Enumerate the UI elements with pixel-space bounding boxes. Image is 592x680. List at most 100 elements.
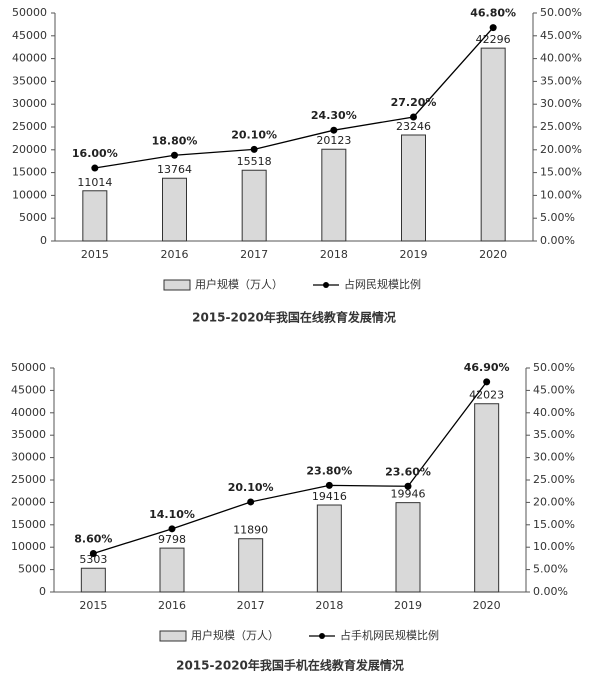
y2-tick-label: 40.00%: [540, 52, 582, 65]
chart-title: 2015-2020年我国手机在线教育发展情况: [176, 658, 404, 673]
y2-tick-label: 50.00%: [540, 6, 582, 19]
x-tick-label: 2017: [240, 248, 268, 261]
line-value-label: 20.10%: [228, 481, 274, 494]
x-tick-label: 2020: [473, 599, 501, 612]
y-tick-label: 35000: [11, 428, 46, 441]
bar-value-label: 11014: [77, 176, 112, 189]
line-value-label: 8.60%: [74, 532, 112, 545]
line-point: [404, 482, 412, 490]
y2-tick-label: 15.00%: [540, 166, 582, 179]
y-tick-label: 25000: [12, 120, 47, 133]
x-tick-label: 2016: [158, 599, 186, 612]
y-tick-label: 35000: [12, 74, 47, 87]
line-point: [330, 126, 338, 134]
line-series: [93, 381, 488, 555]
y-tick-label: 20000: [12, 143, 47, 156]
bar-value-label: 42023: [469, 389, 504, 402]
bar: [241, 169, 267, 242]
y2-tick-label: 5.00%: [540, 211, 575, 224]
line-value-label: 27.20%: [391, 96, 437, 109]
line-value-label: 23.80%: [306, 464, 352, 477]
line-value-label: 46.90%: [464, 361, 510, 374]
y-tick-label: 50000: [11, 361, 46, 374]
y-tick-label: 20000: [11, 495, 46, 508]
bar: [238, 538, 264, 593]
x-tick-label: 2018: [320, 248, 348, 261]
y2-tick-label: 10.00%: [540, 188, 582, 201]
y-tick-label: 30000: [11, 451, 46, 464]
y-tick-label: 5000: [19, 211, 47, 224]
line-point: [247, 498, 255, 506]
bar-value-label: 5303: [79, 553, 107, 566]
y2-tick-label: 0.00%: [540, 234, 575, 247]
line-point: [483, 378, 491, 386]
bar-value-label: 23246: [396, 120, 431, 133]
line-point: [325, 481, 333, 489]
line-value-label: 20.10%: [231, 128, 277, 141]
bar: [321, 148, 347, 242]
bar-value-label: 19416: [312, 490, 347, 503]
bar: [80, 567, 106, 593]
bar: [162, 177, 187, 242]
y2-tick-label: 45.00%: [540, 29, 582, 42]
chart-title: 2015-2020年我国在线教育发展情况: [192, 310, 396, 325]
bar: [82, 190, 108, 242]
y2-tick-label: 20.00%: [540, 143, 582, 156]
y-tick-label: 25000: [11, 473, 46, 486]
line-value-label: 16.00%: [72, 147, 118, 160]
x-tick-label: 2019: [394, 599, 422, 612]
y-tick-label: 50000: [12, 6, 47, 19]
bar-value-label: 42296: [476, 33, 511, 46]
legend-swatch: [163, 279, 191, 291]
y2-tick-label: 15.00%: [533, 518, 575, 531]
y-tick-label: 5000: [18, 563, 46, 576]
bar-value-label: 19946: [391, 488, 426, 501]
x-tick-label: 2015: [79, 599, 107, 612]
line-value-label: 46.80%: [470, 7, 516, 20]
legend-marker: [323, 282, 329, 288]
y2-tick-label: 30.00%: [533, 451, 575, 464]
bar-value-label: 13764: [157, 163, 192, 176]
y2-tick-label: 10.00%: [533, 540, 575, 553]
y2-tick-label: 20.00%: [533, 495, 575, 508]
y-tick-label: 15000: [11, 518, 46, 531]
legend-marker: [319, 633, 325, 639]
line-series: [94, 27, 494, 169]
y2-tick-label: 30.00%: [540, 97, 582, 110]
legend-swatch: [159, 630, 187, 642]
line-point: [91, 164, 99, 172]
y-tick-label: 40000: [11, 406, 46, 419]
y-tick-label: 15000: [12, 166, 47, 179]
y2-tick-label: 40.00%: [533, 406, 575, 419]
y2-tick-label: 25.00%: [533, 473, 575, 486]
y2-tick-label: 0.00%: [533, 585, 568, 598]
x-tick-label: 2020: [479, 248, 507, 261]
y2-tick-label: 35.00%: [540, 74, 582, 87]
line-point: [89, 549, 97, 557]
line-value-label: 18.80%: [152, 134, 198, 147]
line-point: [168, 525, 176, 533]
y-tick-label: 10000: [12, 188, 47, 201]
y-tick-label: 40000: [12, 52, 47, 65]
x-tick-label: 2016: [161, 248, 189, 261]
line-point: [250, 145, 258, 153]
y2-tick-label: 35.00%: [533, 428, 575, 441]
line-point: [171, 151, 178, 159]
y-tick-label: 0: [39, 585, 46, 598]
line-point: [489, 24, 497, 32]
line-value-label: 23.60%: [385, 465, 431, 478]
legend-label: 用户规模（万人）: [191, 628, 279, 642]
x-tick-label: 2017: [237, 599, 265, 612]
bar: [395, 502, 421, 593]
y2-tick-label: 45.00%: [533, 383, 575, 396]
line-point: [410, 113, 417, 121]
y-tick-label: 10000: [11, 540, 46, 553]
legend-label: 用户规模（万人）: [195, 277, 283, 291]
legend-label: 占手机网民规模比例: [340, 628, 439, 642]
legend-label: 占网民规模比例: [344, 277, 421, 291]
y2-tick-label: 50.00%: [533, 361, 575, 374]
bar: [401, 134, 426, 242]
line-value-label: 24.30%: [311, 109, 357, 122]
bar-value-label: 20123: [316, 134, 351, 147]
